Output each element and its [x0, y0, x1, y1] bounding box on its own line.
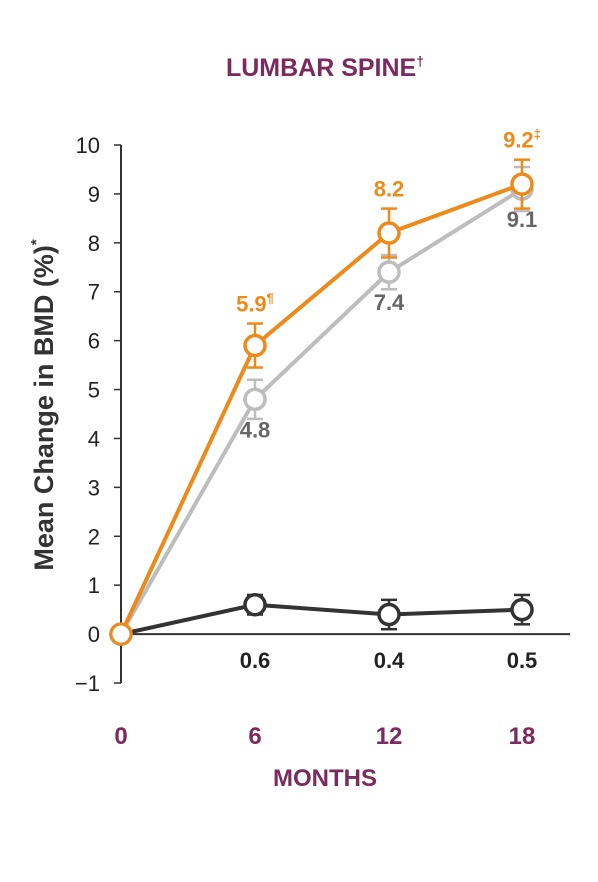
y-tick-label: 6	[88, 329, 100, 354]
series-line	[119, 187, 524, 636]
series-line	[120, 602, 523, 637]
y-tick-label: 9	[88, 182, 100, 207]
data-point	[377, 221, 401, 245]
data-point	[510, 172, 534, 196]
y-tick-label: 4	[88, 426, 100, 451]
x-tick-label: 0	[114, 723, 127, 750]
y-tick-label: 3	[88, 475, 100, 500]
series-3	[109, 592, 534, 646]
x-tick-label: 6	[248, 723, 261, 750]
y-tick-label: −1	[75, 671, 100, 696]
y-tick-label: 7	[88, 280, 100, 305]
x-tick-label: 12	[376, 723, 403, 750]
chart-title: LUMBAR SPINE†	[226, 53, 424, 82]
series-line	[119, 182, 523, 635]
data-point	[377, 260, 401, 284]
data-point	[243, 387, 267, 412]
data-point	[243, 333, 267, 358]
series-1	[109, 158, 534, 646]
series-group	[109, 158, 534, 646]
data-labels: 5.9¶ 8.2 9.2‡ 4.8 7.4 9.1 0.6 0.4 0.5	[236, 127, 541, 673]
data-label: 0.6	[240, 648, 271, 673]
data-label: 0.5	[507, 648, 538, 673]
data-label: 8.2	[374, 177, 405, 202]
data-label: 9.2‡	[503, 127, 541, 153]
data-label: 5.9¶	[236, 291, 274, 317]
y-tick-label: 2	[88, 524, 100, 549]
data-label: 7.4	[374, 290, 405, 315]
y-tick-label: 0	[88, 622, 100, 647]
y-axis-label: Mean Change in BMD (%)*	[28, 239, 59, 571]
data-label: 4.8	[240, 417, 271, 442]
y-tick-label: 8	[88, 231, 100, 256]
data-point	[243, 592, 267, 617]
y-tick-label: 5	[88, 378, 100, 403]
data-label: 9.1	[507, 207, 538, 232]
data-label: 0.4	[374, 648, 405, 673]
data-point	[109, 622, 133, 646]
data-point	[510, 597, 534, 622]
y-tick-label: 10	[76, 133, 100, 158]
data-point	[377, 602, 401, 627]
y-tick-label: 1	[88, 573, 100, 598]
x-axis-label: MONTHS	[273, 765, 377, 792]
series-2	[109, 165, 534, 646]
x-tick-label: 18	[509, 723, 536, 750]
